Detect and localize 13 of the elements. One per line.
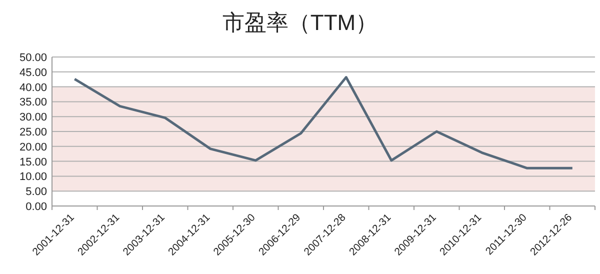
y-tick-label: 50.00 (19, 52, 47, 64)
y-tick-label: 25.00 (19, 126, 47, 138)
y-tick-label: 10.00 (19, 171, 47, 184)
y-tick-label: 45.00 (19, 66, 47, 79)
chart-title: 市盈率（TTM） (222, 10, 378, 35)
y-tick-label: 30.00 (19, 112, 47, 124)
line-series (73, 76, 574, 170)
y-tick-label: 15.00 (19, 156, 47, 168)
y-tick-label: 40.00 (19, 82, 47, 94)
y-tick-label: 0.00 (26, 201, 47, 213)
y-tick-label: 35.00 (19, 96, 47, 109)
y-tick-label: 20.00 (19, 141, 47, 154)
y-tick-label: 5.00 (26, 186, 47, 198)
